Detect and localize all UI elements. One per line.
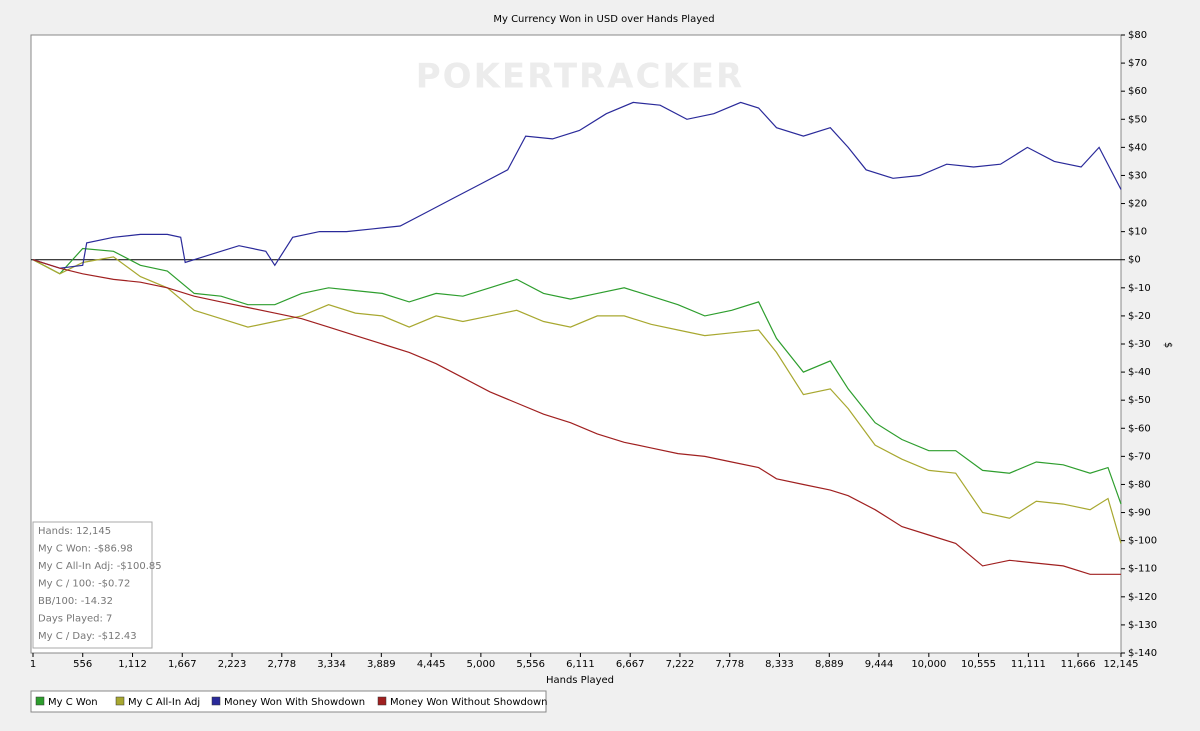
y-axis-label: $ — [1162, 342, 1173, 348]
y-tick-label: $40 — [1128, 142, 1147, 153]
y-tick-label: $10 — [1128, 227, 1147, 238]
plot-area — [30, 34, 1122, 654]
x-tick-label: 6,667 — [616, 659, 645, 670]
x-axis-label: Hands Played — [546, 675, 614, 686]
legend-swatch — [211, 696, 221, 706]
y-tick-label: $-120 — [1128, 592, 1157, 603]
y-tick-label: $-70 — [1128, 451, 1151, 462]
y-tick-label: $70 — [1128, 58, 1147, 69]
y-tick-label: $-20 — [1128, 311, 1151, 322]
y-tick-label: $-50 — [1128, 395, 1151, 406]
series-line — [32, 256, 1122, 544]
x-tick-label: 2,223 — [218, 659, 247, 670]
stat-text: My C All-In Adj: -$100.85 — [38, 561, 162, 572]
stat-text: BB/100: -14.32 — [38, 596, 113, 607]
series-line — [32, 247, 1122, 505]
x-tick-label: 5,556 — [516, 659, 545, 670]
stats-box — [32, 521, 153, 649]
y-tick-label: $0 — [1128, 255, 1141, 266]
series-line — [32, 259, 1121, 575]
x-tick-label: 8,333 — [765, 659, 794, 670]
y-tick-label: $-140 — [1128, 648, 1157, 659]
y-tick-label: $50 — [1128, 114, 1147, 125]
x-tick-label: 4,445 — [417, 659, 446, 670]
stat-text: My C / Day: -$12.43 — [38, 631, 137, 642]
stat-text: Days Played: 7 — [38, 614, 112, 625]
legend-swatch — [377, 696, 387, 706]
x-tick-label: 5,000 — [467, 659, 496, 670]
legend-swatch — [115, 696, 125, 706]
y-tick-label: $-30 — [1128, 339, 1151, 350]
y-tick-label: $-80 — [1128, 479, 1151, 490]
x-tick-label: 11,666 — [1061, 659, 1096, 670]
y-tick-label: $-60 — [1128, 423, 1151, 434]
y-tick-label: $30 — [1128, 170, 1147, 181]
stat-text: Hands: 12,145 — [38, 526, 111, 537]
y-tick-label: $-40 — [1128, 367, 1151, 378]
stat-text: My C / 100: -$0.72 — [38, 579, 130, 590]
x-tick-label: 6,111 — [566, 659, 595, 670]
legend-swatch — [35, 696, 45, 706]
legend-label: Money Won Without Showdown — [390, 697, 548, 708]
x-tick-label: 1,112 — [118, 659, 147, 670]
y-tick-label: $-110 — [1128, 564, 1157, 575]
x-tick-label: 2,778 — [267, 659, 296, 670]
y-tick-label: $20 — [1128, 199, 1147, 210]
x-tick-label: 7,222 — [666, 659, 695, 670]
x-tick-label: 1,667 — [168, 659, 197, 670]
x-tick-label: 1 — [30, 659, 36, 670]
x-tick-label: 3,334 — [317, 659, 346, 670]
y-tick-label: $-10 — [1128, 283, 1151, 294]
x-tick-label: 12,145 — [1104, 659, 1139, 670]
series-line — [32, 101, 1122, 269]
y-tick-label: $-130 — [1128, 620, 1157, 631]
x-tick-label: 11,111 — [1011, 659, 1046, 670]
legend — [30, 690, 547, 713]
x-tick-label: 8,889 — [815, 659, 844, 670]
y-tick-label: $-90 — [1128, 508, 1151, 519]
x-tick-label: 9,444 — [865, 659, 894, 670]
watermark: POKERTRACKER — [416, 57, 744, 97]
x-tick-label: 3,889 — [367, 659, 396, 670]
y-tick-label: $-100 — [1128, 536, 1157, 547]
chart-title: My Currency Won in USD over Hands Played — [493, 14, 714, 25]
x-tick-label: 7,778 — [715, 659, 744, 670]
legend-label: My C All-In Adj — [128, 697, 200, 708]
y-tick-label: $80 — [1128, 30, 1147, 41]
stat-text: My C Won: -$86.98 — [38, 544, 133, 555]
legend-label: My C Won — [48, 697, 98, 708]
y-tick-label: $60 — [1128, 86, 1147, 97]
x-tick-label: 10,000 — [911, 659, 946, 670]
x-tick-label: 10,555 — [961, 659, 996, 670]
x-tick-label: 556 — [73, 659, 92, 670]
legend-label: Money Won With Showdown — [224, 697, 365, 708]
